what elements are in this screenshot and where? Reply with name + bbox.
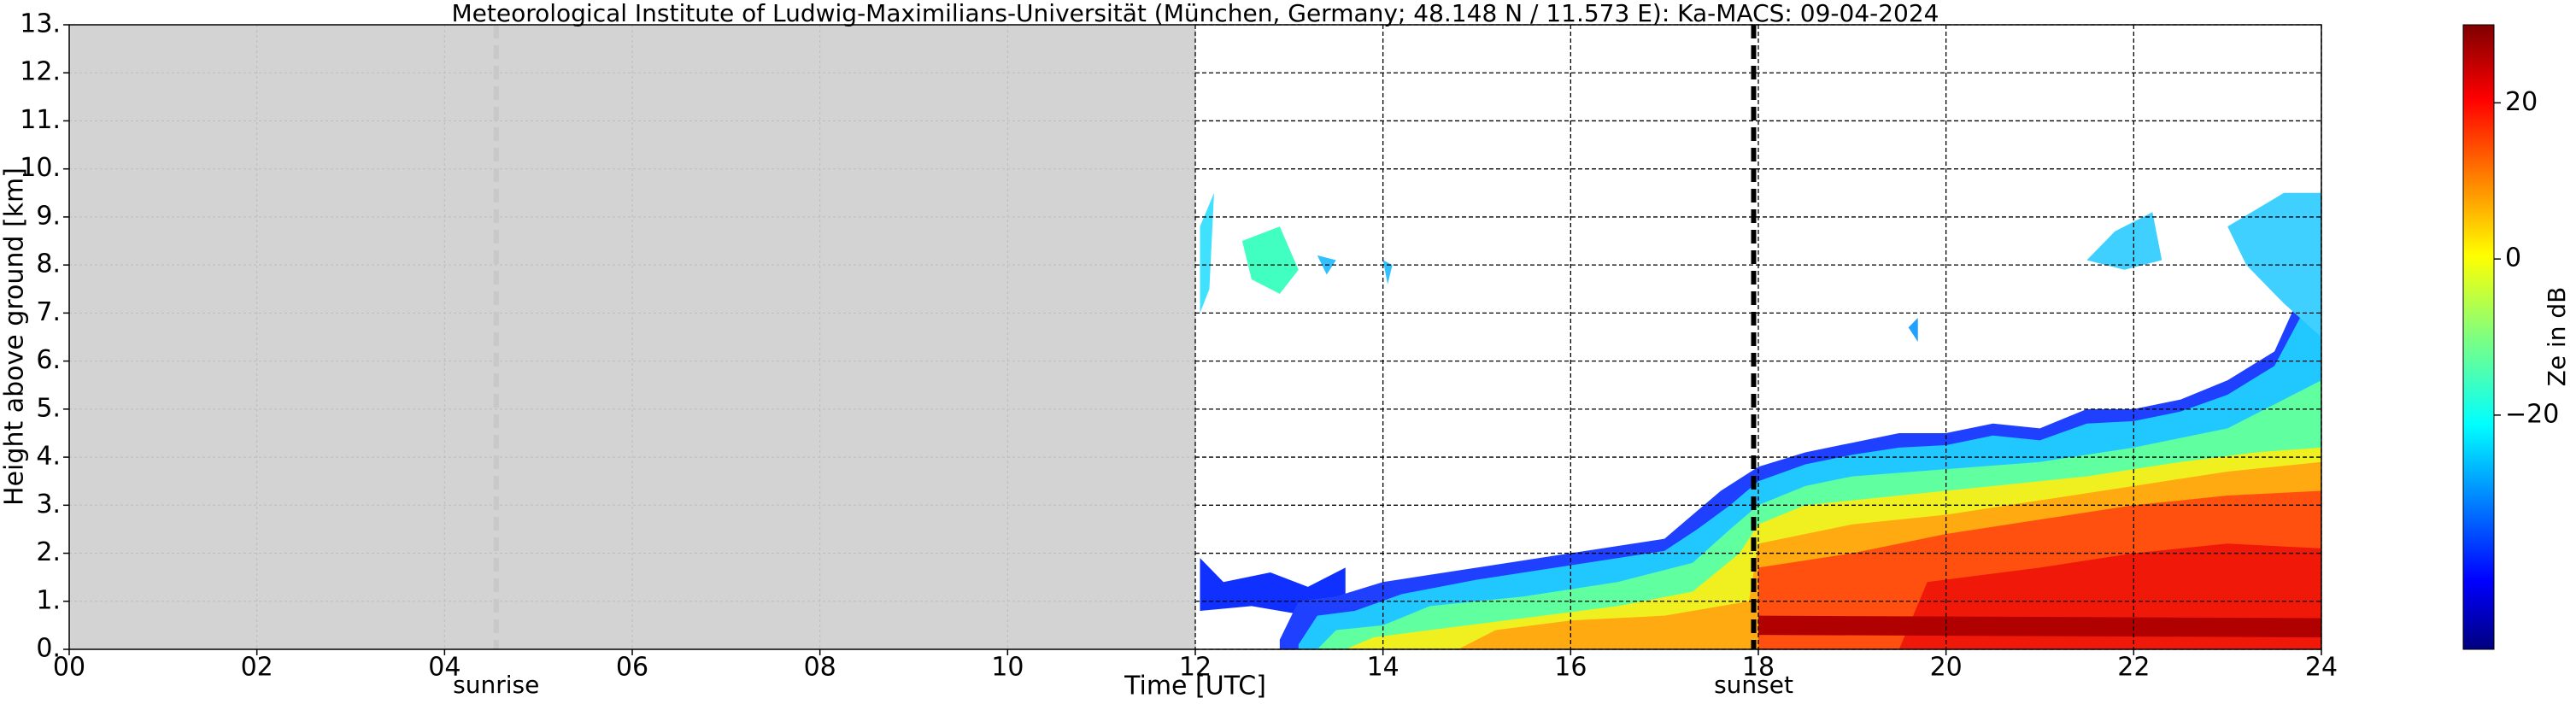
plot-frame <box>68 24 2322 650</box>
y-tick-label: 2. <box>36 537 61 567</box>
colorbar <box>2463 25 2494 649</box>
x-tick-label: 04 <box>428 653 461 683</box>
colorbar-tick-label: −20 <box>2505 399 2559 429</box>
x-tick-label: 18 <box>1742 653 1775 683</box>
y-tick-label: 4. <box>36 442 61 472</box>
y-tick-label: 11. <box>20 105 61 135</box>
y-tick-label: 0. <box>36 634 61 664</box>
x-tick-label: 22 <box>2117 653 2150 683</box>
x-tick-label: 08 <box>804 653 836 683</box>
y-tick-label: 5. <box>36 393 61 423</box>
colorbar-tick-label: 0 <box>2505 243 2521 273</box>
annotation-label: sunset <box>1714 671 1793 699</box>
x-tick-label: 02 <box>241 653 273 683</box>
x-tick-label: 24 <box>2305 653 2338 683</box>
x-tick-label: 12 <box>1179 653 1212 683</box>
y-tick-label: 9. <box>36 201 61 231</box>
x-tick-label: 10 <box>991 653 1024 683</box>
x-tick-label: 06 <box>616 653 648 683</box>
x-axis-label: Time [UTC] <box>1124 672 1266 701</box>
x-tick-label: 16 <box>1554 653 1587 683</box>
x-tick-label: 14 <box>1367 653 1399 683</box>
y-tick-label: 8. <box>36 249 61 279</box>
colorbar-tick-label: 20 <box>2505 87 2538 117</box>
y-tick-label: 6. <box>36 345 61 375</box>
y-tick-label: 1. <box>36 585 61 615</box>
y-tick-label: 10. <box>20 153 61 183</box>
colorbar-frame <box>2462 24 2495 650</box>
chart-title: Meteorological Institute of Ludwig-Maxim… <box>451 0 1939 27</box>
y-tick-label: 12. <box>20 57 61 87</box>
y-tick-label: 13. <box>20 9 61 39</box>
y-tick-label: 7. <box>36 297 61 327</box>
x-tick-label: 20 <box>1930 653 1963 683</box>
y-tick-label: 3. <box>36 490 61 519</box>
annotation-label: sunrise <box>453 671 539 699</box>
y-axis-label: Height above ground [km] <box>0 167 30 506</box>
colorbar-label: Ze in dB <box>2543 287 2571 387</box>
x-tick-label: 00 <box>53 653 85 683</box>
